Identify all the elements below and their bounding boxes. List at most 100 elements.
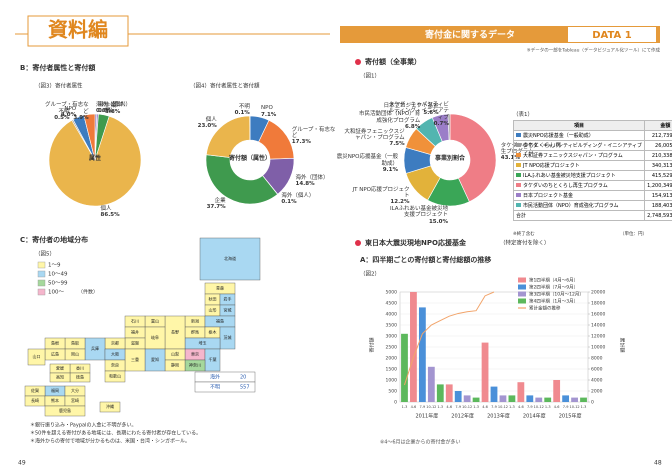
cell-text: JT NPO応援プロジェクト [523, 163, 580, 169]
prefecture-name: 長崎 [31, 397, 39, 403]
prefecture-name: 熊本 [51, 397, 59, 403]
y2-tick-label: 16000 [591, 312, 605, 318]
y-tick-label: 0 [394, 400, 397, 406]
prefecture-name: 神奈川 [189, 362, 201, 368]
year-label: 2015年度 [559, 413, 582, 420]
slice-value: 14.8% [295, 180, 315, 187]
slice-name: 大和証券フェニックスジャパン・プログラム [344, 128, 405, 141]
swatch [516, 203, 521, 207]
table-row: 合計 2,748,593,056 [512, 210, 672, 221]
slice-label: JT NPO応援プロジェクト 12.2% [348, 187, 410, 206]
prefecture-name: 徳島 [76, 374, 84, 380]
y-tick-label: 2500 [386, 345, 398, 351]
slice-label: NPO 4.0% [28, 106, 76, 119]
table-unit: （単位：円） [620, 232, 647, 237]
heading: C：寄付者の地域分布 [20, 235, 88, 244]
y-tick-label: 4500 [386, 301, 398, 307]
x-tick-label: 1-3 [473, 405, 479, 409]
prefecture-name: 長野 [171, 329, 179, 335]
x-tick-label: 10-12 [462, 405, 472, 409]
prefecture-name: 山梨 [171, 351, 179, 357]
bar [508, 395, 516, 402]
prefecture-name: 滋賀 [131, 340, 139, 346]
other-count: 557 [240, 385, 250, 391]
legend-swatch [518, 284, 526, 290]
y2-tick-label: 0 [591, 400, 594, 406]
slice-name: グループ・有志など [291, 126, 336, 139]
cell-text: 金額 [660, 123, 671, 129]
table-row: 市民活動団体（NPO）育成強化プログラム 188,403,789 [512, 200, 672, 211]
prefecture-name: 島根 [51, 340, 59, 346]
slice-value: 37.7% [206, 203, 226, 210]
slice-label: グループ・有志など 17.3% [292, 127, 340, 146]
legend-label: 第1四半期（4月〜6月） [529, 277, 578, 284]
legend-unit: （件数） [78, 289, 98, 296]
x-tick-label: 1-3 [437, 405, 443, 409]
slice-name: 企業 [105, 102, 117, 109]
slice-label: 海外（団体） 0.6% [96, 102, 144, 115]
prefecture-name: 広島 [51, 351, 59, 357]
y-tick-label: 2000 [386, 356, 398, 362]
x-tick-label: 4-6 [518, 405, 524, 409]
slice-label: 企業 37.7% [178, 198, 226, 211]
slice-value: 0.7% [433, 120, 449, 127]
x-tick-label: 1-3 [509, 405, 515, 409]
y2-tick-label: 18000 [591, 301, 605, 307]
prefecture-name: 秋田 [209, 296, 217, 302]
page-number: 49 [18, 460, 26, 467]
tag-box [568, 27, 656, 42]
y2-tick-label: 6000 [591, 367, 603, 373]
swatch [516, 193, 521, 197]
slice-name: 海外（個人） [281, 192, 315, 199]
prefecture-name: 兵庫 [91, 345, 99, 351]
x-tick-label: 10-12 [534, 405, 544, 409]
y-tick-label: 4000 [386, 312, 398, 318]
slice-label: 日本プロジェクト基金 5.6% [377, 103, 439, 116]
y-tick-label: 3500 [386, 323, 398, 329]
tag: DATA 1 [592, 30, 632, 41]
prefecture-name: 群馬 [191, 329, 199, 335]
slice-label: 不明 0.1% [202, 104, 250, 117]
slice-value: 6.8% [404, 123, 421, 130]
table-cell: 26,005,618 [644, 140, 672, 151]
note: ＊50件を超える寄付がある地域には、長期にわたる寄付者が存在している。 [30, 430, 201, 437]
cell-text: タケダいのちとくらし再生プログラム [523, 183, 608, 189]
legend-swatch [37, 288, 46, 296]
legend-label: 累計金額の推移 [529, 305, 561, 312]
prefecture-name: 沖縄 [106, 403, 114, 409]
x-tick-label: 1-3 [581, 405, 587, 409]
y-tick-label: 1000 [386, 378, 398, 384]
slice-name: 日本プロジェクト基金 [383, 103, 439, 110]
x-tick-label: 4-6 [482, 405, 488, 409]
prefecture-name: 岡山 [71, 351, 79, 357]
y-tick-label: 5000 [386, 290, 398, 296]
prefecture-name: 福島 [216, 318, 224, 324]
slice-value: 3.8% [105, 109, 121, 116]
cell-text: 震災NPO応援基金（一般助成） [523, 133, 594, 139]
slice-name: 海外（団体） [95, 102, 129, 108]
y-tick-label: 3000 [386, 334, 398, 340]
slice-value: 12.2% [390, 199, 410, 206]
slice-label: 不明 0.5% [21, 109, 69, 122]
prefecture-name: 三重 [131, 356, 139, 362]
slice-name: 不明 [238, 104, 250, 110]
prefecture-name: 京都 [111, 340, 119, 346]
y2-tick-label: 14000 [591, 323, 605, 329]
y-tick-label: 1500 [386, 367, 398, 373]
table-cell: 震災NPO応援基金（一般助成） [512, 130, 646, 141]
x-tick-label: 7-9 [420, 405, 426, 409]
prefecture-name: 佐賀 [31, 387, 39, 393]
y2-tick-label: 20000 [591, 290, 605, 296]
table-cell: 1,200,349,310 [644, 180, 672, 191]
bar [562, 395, 570, 402]
bar [526, 395, 534, 402]
prefecture-name: 岐阜 [151, 334, 159, 340]
swatch [516, 163, 521, 167]
prefecture-name: 青森 [216, 285, 224, 291]
slice-name: 海外（団体） [295, 174, 329, 181]
prefecture-name: 千葉 [209, 356, 217, 362]
subheading: （特定寄付を除く） [500, 239, 550, 247]
slice-label: 震災NPO応援基金（一般助成） 9.1% [336, 154, 398, 173]
table-cell: 188,403,789 [644, 200, 672, 211]
y2-tick-label: 4000 [591, 378, 603, 384]
